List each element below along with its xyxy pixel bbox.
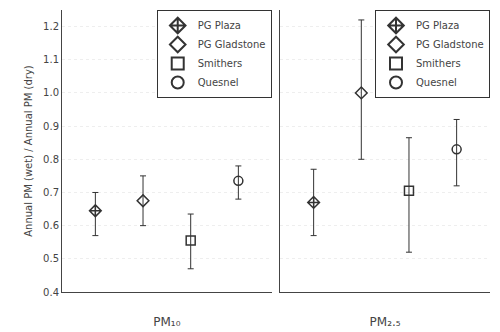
svg-text:1.1: 1.1: [43, 54, 59, 65]
svg-text:1.0: 1.0: [43, 87, 59, 98]
svg-text:PM₁₀: PM₁₀: [153, 315, 180, 329]
svg-text:Quesnel: Quesnel: [416, 77, 457, 88]
svg-text:PG Gladstone: PG Gladstone: [416, 39, 484, 50]
svg-text:Annual PM (wet) / Annual PM (d: Annual PM (wet) / Annual PM (dry): [23, 65, 34, 237]
svg-text:PM₂.₅: PM₂.₅: [370, 315, 401, 329]
svg-text:0.9: 0.9: [43, 121, 59, 132]
svg-text:Smithers: Smithers: [416, 58, 461, 69]
svg-text:0.4: 0.4: [43, 287, 59, 298]
svg-text:Quesnel: Quesnel: [198, 77, 239, 88]
svg-text:PG Plaza: PG Plaza: [416, 20, 459, 31]
svg-text:PG Plaza: PG Plaza: [198, 20, 241, 31]
svg-text:1.2: 1.2: [43, 21, 59, 32]
svg-text:0.8: 0.8: [43, 154, 59, 165]
svg-text:Smithers: Smithers: [198, 58, 243, 69]
svg-text:0.6: 0.6: [43, 220, 59, 231]
svg-text:PG Gladstone: PG Gladstone: [198, 39, 266, 50]
svg-text:0.5: 0.5: [43, 253, 59, 264]
svg-text:0.7: 0.7: [43, 187, 59, 198]
